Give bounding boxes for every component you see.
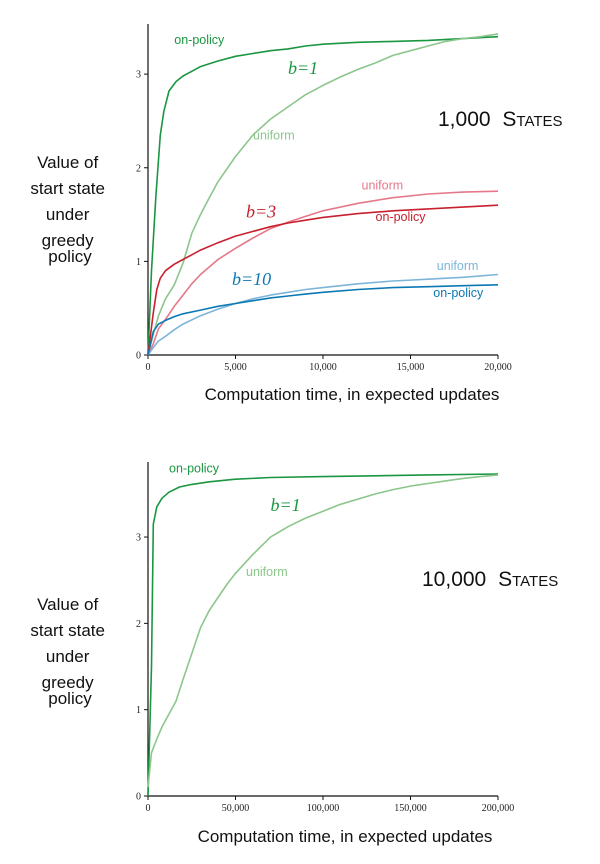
series-label: on-policy bbox=[169, 461, 220, 475]
x-tick-label: 200,000 bbox=[482, 803, 515, 814]
series-line-uniform-b10 bbox=[147, 273, 499, 356]
series-label: on-policy bbox=[174, 33, 225, 47]
y-tick-label: 0 bbox=[136, 792, 141, 803]
series-lines bbox=[147, 473, 499, 797]
y-axis-label: Value of start state under greedy policy bbox=[30, 153, 109, 266]
series-line-onpolicy-b3 bbox=[147, 204, 499, 356]
series-line-uniform-b1 bbox=[147, 474, 499, 788]
series-label: on-policy bbox=[433, 286, 484, 300]
branching-factor-label: b=10 bbox=[232, 269, 271, 289]
panel-title: 10,000 States bbox=[422, 568, 558, 591]
branching-factor-label: b=1 bbox=[271, 495, 301, 515]
y-tick-label: 2 bbox=[136, 619, 141, 630]
y-label-line: Value of bbox=[37, 595, 98, 614]
axes: 0 1 2 3 0 50,000 100,000 150,000 200,000 bbox=[136, 462, 514, 814]
x-tick-label: 50,000 bbox=[222, 803, 250, 814]
x-tick-label: 15,000 bbox=[397, 362, 425, 373]
branching-factor-label: b=3 bbox=[246, 201, 276, 221]
series-line-onpolicy-b1 bbox=[147, 35, 499, 356]
series-line-uniform-b1 bbox=[147, 33, 499, 356]
panel-title-number: 10,000 bbox=[422, 568, 486, 591]
y-tick-label: 0 bbox=[136, 351, 141, 362]
y-axis-label: Value of start state under greedy policy bbox=[30, 595, 109, 708]
y-label-line: greedy bbox=[42, 231, 94, 250]
panel-title: 1,000 States bbox=[438, 108, 563, 131]
y-tick-label: 2 bbox=[136, 163, 141, 174]
series-label: uniform bbox=[246, 565, 288, 579]
y-tick-label: 1 bbox=[136, 705, 141, 716]
y-label-line: start state bbox=[30, 621, 105, 640]
y-tick-label: 1 bbox=[136, 257, 141, 268]
series-lines bbox=[147, 33, 499, 356]
x-tick-label: 0 bbox=[146, 362, 151, 373]
series-label: uniform bbox=[437, 259, 479, 273]
x-tick-label: 20,000 bbox=[484, 362, 512, 373]
y-tick-label: 3 bbox=[136, 533, 141, 544]
series-label: uniform bbox=[253, 129, 295, 143]
x-axis-label: Computation time, in expected updates bbox=[198, 827, 493, 846]
y-label-line: policy bbox=[48, 247, 92, 266]
x-axis-label: Computation time, in expected updates bbox=[205, 385, 500, 404]
y-label-line: Value of bbox=[37, 153, 98, 172]
y-tick-label: 3 bbox=[136, 70, 141, 81]
panel-title-caps: States bbox=[502, 108, 562, 131]
x-tick-label: 150,000 bbox=[394, 803, 427, 814]
x-tick-label: 10,000 bbox=[309, 362, 337, 373]
annotations: on-policy b=1 uniform bbox=[169, 461, 301, 579]
y-label-line: start state bbox=[30, 179, 105, 198]
axes: 0 1 2 3 0 5,000 10,000 15,000 20,000 bbox=[136, 24, 512, 373]
y-label-line: under bbox=[46, 647, 90, 666]
y-label-line: under bbox=[46, 205, 90, 224]
x-tick-label: 5,000 bbox=[224, 362, 247, 373]
series-line-onpolicy-b10 bbox=[147, 284, 499, 356]
panel-title-caps: States bbox=[498, 568, 558, 591]
panel-title-number: 1,000 bbox=[438, 108, 491, 131]
series-line-uniform-b3 bbox=[147, 190, 499, 356]
series-label: on-policy bbox=[376, 210, 427, 224]
annotations: on-policy b=1 uniform uniform b=3 on-policy un… bbox=[174, 33, 484, 300]
series-label: uniform bbox=[362, 178, 404, 192]
y-label-line: greedy bbox=[42, 673, 94, 692]
panel-10000-states: 0 1 2 3 0 50,000 100,000 150,000 200,000 on-poli… bbox=[30, 461, 558, 846]
y-label-line: policy bbox=[48, 689, 92, 708]
panel-1000-states: 0 1 2 3 0 5,000 10,000 15,000 20,000 on-policy b=… bbox=[30, 24, 563, 404]
branching-factor-label: b=1 bbox=[288, 58, 318, 78]
x-tick-label: 100,000 bbox=[307, 803, 340, 814]
x-tick-label: 0 bbox=[146, 803, 151, 814]
series-line-onpolicy-b1 bbox=[147, 473, 499, 797]
